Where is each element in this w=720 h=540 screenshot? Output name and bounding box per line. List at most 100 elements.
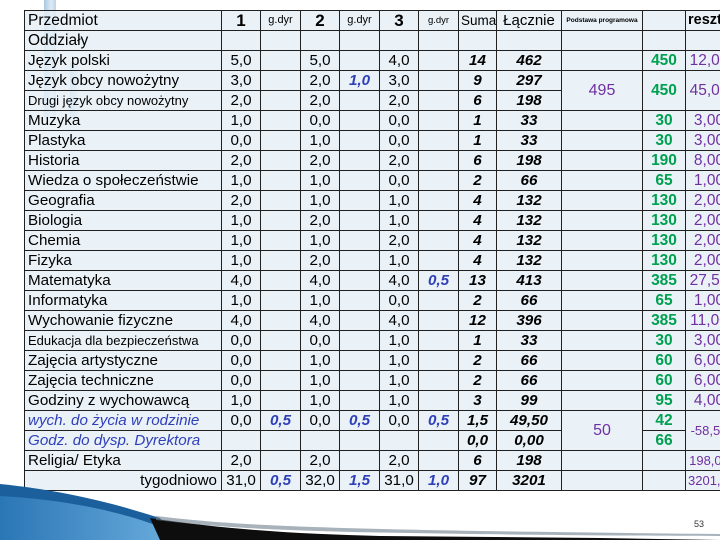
- podstawa-hours: 66: [642, 430, 686, 451]
- header-grade-3: 3: [379, 10, 419, 31]
- reszta-value: 6,00: [685, 350, 720, 371]
- podstawa-hours: 385: [642, 310, 686, 331]
- lacznie-value: 132: [496, 250, 562, 271]
- gdyr-grade-1: [260, 210, 301, 231]
- hours-grade-1: 1,0: [221, 110, 261, 131]
- gdyr-grade-1: [260, 170, 301, 191]
- hours-grade-3: 0,0: [379, 290, 419, 311]
- header-gdyr-2: g.dyr: [339, 10, 380, 31]
- suma-value: 1: [458, 110, 497, 131]
- podstawa-value: [561, 330, 643, 351]
- podstawa-hours: 30: [642, 330, 686, 351]
- suma-value: 1,5: [458, 410, 497, 431]
- table-row: Wiedza o społeczeństwie 1,0 1,0 0,0 2 66 65 1,0…: [24, 170, 720, 191]
- suma-value: 1: [458, 330, 497, 351]
- podstawa-value: [561, 190, 643, 211]
- hours-grade-1: 2,0: [221, 90, 261, 111]
- hours-grade-3: 1,0: [379, 370, 419, 391]
- hours-grade-2: 2,0: [300, 450, 340, 471]
- podstawa-hours: 42: [642, 410, 686, 431]
- hours-grade-1: 3,0: [221, 70, 261, 91]
- gdyr-grade-1: [260, 230, 301, 251]
- suma-value: 4: [458, 210, 497, 231]
- hours-grade-3: 4,0: [379, 310, 419, 331]
- hours-grade-3: 3,0: [379, 70, 419, 91]
- reszta-value: 3201,00: [685, 470, 720, 491]
- reszta-value: 3,00: [685, 330, 720, 351]
- hours-grade-2: 1,0: [300, 390, 340, 411]
- gdyr-grade-2: [339, 330, 380, 351]
- reszta-value: 27,50: [685, 270, 720, 291]
- podstawa-value: [561, 210, 643, 231]
- hours-grade-1: 0,0: [221, 410, 261, 431]
- podstawa-hours: 60: [642, 350, 686, 371]
- podstawa-value: [561, 230, 643, 251]
- lacznie-value: 33: [496, 110, 562, 131]
- header-reszta: reszta: [685, 10, 720, 31]
- gdyr-grade-3: [418, 210, 459, 231]
- hours-grade-3: 4,0: [379, 270, 419, 291]
- hours-grade-1: 31,0: [221, 470, 261, 491]
- subject-name: Godz. do dysp. Dyrektora: [24, 430, 222, 451]
- gdyr-grade-3: [418, 130, 459, 151]
- podstawa-hours: 30: [642, 110, 686, 131]
- header-grade-2: 2: [300, 10, 340, 31]
- subject-name: Geografia: [24, 190, 222, 211]
- podstawa-value: [561, 170, 643, 191]
- hours-grade-2: 1,0: [300, 230, 340, 251]
- table-row: Godz. do dysp. Dyrektora 0,0 0,00 66: [24, 430, 720, 451]
- suma-value: 4: [458, 190, 497, 211]
- gdyr-grade-3: [418, 190, 459, 211]
- subject-name: Fizyka: [24, 250, 222, 271]
- lacznie-value: 198: [496, 450, 562, 471]
- suma-value: 6: [458, 150, 497, 171]
- hours-grade-2: 1,0: [300, 190, 340, 211]
- lacznie-value: 66: [496, 370, 562, 391]
- hours-grade-1: 0,0: [221, 130, 261, 151]
- hours-grade-3: 0,0: [379, 410, 419, 431]
- lacznie-value: 413: [496, 270, 562, 291]
- podstawa-value: [561, 450, 643, 471]
- suma-value: 12: [458, 310, 497, 331]
- gdyr-grade-1: [260, 150, 301, 171]
- gdyr-grade-2: 1,0: [339, 70, 380, 91]
- header-gdyr-1: g.dyr: [260, 10, 301, 31]
- podstawa-hours: 60: [642, 370, 686, 391]
- reszta-value: 6,00: [685, 370, 720, 391]
- reszta-value: 2,00: [685, 250, 720, 271]
- gdyr-grade-2: [339, 210, 380, 231]
- suma-value: 0,0: [458, 430, 497, 451]
- reszta-value: 45,00: [685, 70, 720, 111]
- hours-grade-2: 1,0: [300, 290, 340, 311]
- gdyr-grade-3: [418, 310, 459, 331]
- hours-grade-1: 0,0: [221, 330, 261, 351]
- gdyr-grade-3: [418, 330, 459, 351]
- subject-name: Wiedza o społeczeństwie: [24, 170, 222, 191]
- hours-grade-3: 1,0: [379, 190, 419, 211]
- gdyr-grade-2: [339, 370, 380, 391]
- hours-grade-3: 1,0: [379, 350, 419, 371]
- gdyr-grade-2: [339, 50, 380, 71]
- reszta-value: -58,50: [685, 410, 720, 451]
- hours-grade-2: [300, 430, 340, 451]
- podstawa-hours: 130: [642, 230, 686, 251]
- hours-grade-1: 0,0: [221, 370, 261, 391]
- podstawa-hours: [642, 470, 686, 491]
- reszta-value: 1,00: [685, 290, 720, 311]
- header-grade-1: 1: [221, 10, 261, 31]
- lacznie-value: 99: [496, 390, 562, 411]
- lacznie-value: 66: [496, 290, 562, 311]
- podstawa-value: 495: [561, 70, 643, 111]
- subject-name: Zajęcia artystyczne: [24, 350, 222, 371]
- podstawa-value: [561, 350, 643, 371]
- suma-value: 2: [458, 350, 497, 371]
- hours-grade-3: 0,0: [379, 110, 419, 131]
- hours-grade-2: 1,0: [300, 130, 340, 151]
- header-gdyr-3: g.dyr: [418, 10, 459, 31]
- suma-value: 2: [458, 370, 497, 391]
- podstawa-hours: 450: [642, 50, 686, 71]
